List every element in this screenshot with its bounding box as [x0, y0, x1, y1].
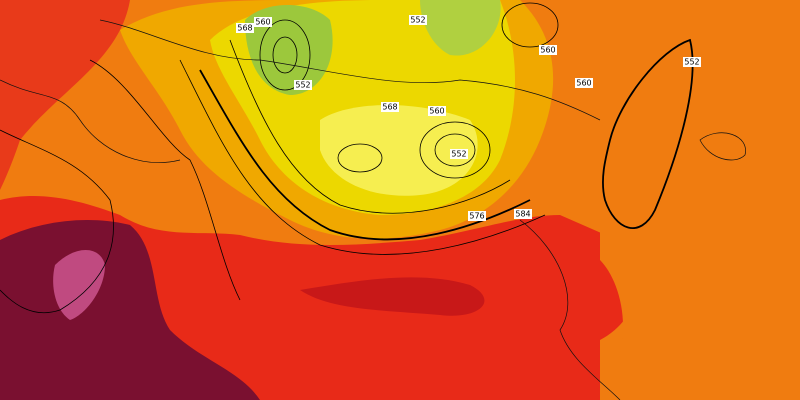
contour-label: 560	[255, 18, 270, 27]
label-box	[409, 15, 427, 25]
temperature-area	[245, 5, 333, 95]
contour-label: 552	[295, 81, 310, 90]
label-box	[294, 80, 312, 90]
contour-line	[434, 133, 476, 167]
contour-line	[0, 129, 114, 314]
temperature-area	[300, 277, 485, 316]
contour-label: 560	[429, 107, 444, 116]
contour-label: 576	[469, 212, 484, 221]
label-box	[428, 106, 446, 116]
temperature-area	[53, 250, 105, 320]
label-box	[468, 211, 486, 221]
contour-line	[419, 121, 491, 179]
contour-line	[229, 39, 511, 214]
contour-line	[501, 2, 559, 48]
contour-label: 552	[410, 16, 425, 25]
label-box	[539, 45, 557, 55]
temperature-area	[320, 105, 478, 196]
contour-line	[179, 59, 546, 255]
contour-label: 552	[451, 150, 466, 159]
temperature-area	[420, 0, 501, 56]
contour-label: 568	[382, 103, 397, 112]
contour-label: 560	[576, 79, 591, 88]
temperature-area	[0, 0, 130, 190]
contour-line	[337, 143, 383, 173]
contour-line	[272, 36, 298, 74]
label-box	[450, 149, 468, 159]
contour-label: 552	[684, 58, 699, 67]
contour-line	[199, 69, 531, 241]
label-box	[514, 209, 532, 219]
contour-line	[259, 19, 311, 91]
temperature-area	[600, 0, 800, 400]
label-box	[575, 78, 593, 88]
label-box	[381, 102, 399, 112]
contour-label: 584	[515, 210, 530, 219]
contour-line	[89, 59, 241, 301]
contour-label-group: 568 560 552 552 568 560 552 576 584 560 …	[236, 15, 701, 221]
contour-label: 568	[237, 24, 252, 33]
label-box	[254, 17, 272, 27]
label-box	[683, 57, 701, 67]
label-box	[236, 23, 254, 33]
contour-label: 560	[540, 46, 555, 55]
contour-line	[602, 38, 694, 229]
coastline	[0, 19, 746, 400]
